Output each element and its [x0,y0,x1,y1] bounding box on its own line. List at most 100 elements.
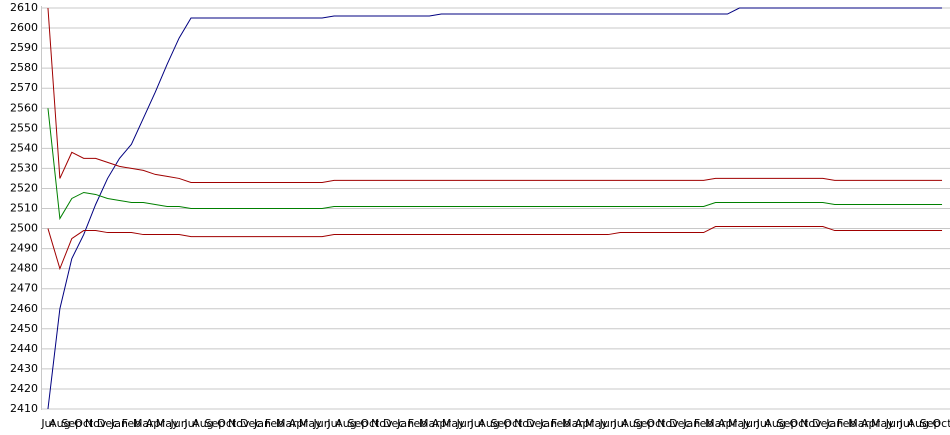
x-tick-label: Oct [74,417,94,430]
y-tick-label: 2410 [10,402,38,415]
y-tick-label: 2470 [10,282,38,295]
y-tick-label: 2540 [10,141,38,154]
x-tick-label: Oct [789,417,809,430]
x-tick-label: Oct [646,417,666,430]
x-tick-label: Jan [825,417,843,430]
x-tick-label: Aug [49,417,70,430]
x-tick-label: Nov [228,417,250,430]
x-tick-label: Feb [551,417,570,430]
x-tick-label: Aug [478,417,499,430]
y-tick-label: 2510 [10,202,38,215]
y-tick-label: 2580 [10,61,38,74]
y-tick-label: 2480 [10,262,38,275]
x-tick-label: Jun [742,417,760,430]
x-tick-label: Jan [539,417,557,430]
x-tick-label: May [299,417,322,430]
x-tick-label: Jan [110,417,128,430]
x-tick-label: Jul [899,417,913,430]
x-tick-label: Mar [419,417,440,430]
x-tick-label: Jun [313,417,331,430]
x-tick-label: Jun [599,417,617,430]
x-tick-label: Sep [777,417,798,430]
x-tick-label: Dec [812,417,833,430]
y-tick-label: 2500 [10,222,38,235]
series-line [47,7,943,410]
x-tick-label: Aug [764,417,785,430]
x-tick-label: Mar [848,417,869,430]
x-tick-label: Jul [326,417,340,430]
x-tick-label: May [585,417,608,430]
x-tick-label: Aug [335,417,356,430]
y-tick-label: 2450 [10,322,38,335]
x-tick-label: Dec [526,417,547,430]
x-tick-label: Jun [885,417,903,430]
x-tick-label: Apr [861,417,881,430]
series-line [47,226,943,271]
x-tick-label: Feb [694,417,713,430]
x-tick-label: Jun [456,417,474,430]
x-tick-label: Dec [669,417,690,430]
x-tick-label: Jan [682,417,700,430]
x-tick-label: Oct [360,417,380,430]
x-tick-label: Aug [907,417,928,430]
x-tick-label: Jul [40,417,54,430]
x-tick-label: Feb [408,417,427,430]
x-tick-label: Mar [705,417,726,430]
x-tick-label: Jul [756,417,770,430]
x-tick-label: Dec [240,417,261,430]
x-tick-label: Jun [169,417,187,430]
x-tick-label: Nov [85,417,107,430]
y-tick-label: 2570 [10,81,38,94]
x-tick-label: Apr [718,417,738,430]
x-tick-label: Feb [122,417,141,430]
x-tick-label: Sep [920,417,941,430]
x-tick-label: Sep [634,417,655,430]
x-tick-label: Sep [348,417,369,430]
x-tick-label: Nov [800,417,822,430]
x-tick-label: Oct [503,417,523,430]
x-tick-label: May [871,417,894,430]
x-tick-label: Jan [253,417,271,430]
y-tick-label: 2440 [10,342,38,355]
x-tick-label: May [442,417,465,430]
x-tick-label: Dec [383,417,404,430]
y-tick-label: 2530 [10,161,38,174]
y-tick-label: 2600 [10,21,38,34]
x-tick-label: Mar [562,417,583,430]
y-tick-label: 2550 [10,121,38,134]
y-tick-label: 2420 [10,382,38,395]
x-tick-label: Mar [133,417,154,430]
series-line [47,7,943,183]
x-tick-label: Sep [61,417,82,430]
x-tick-label: Apr [289,417,309,430]
x-tick-label: Jan [396,417,414,430]
x-tick-label: Jul [469,417,483,430]
x-tick-label: Aug [621,417,642,430]
x-tick-label: Sep [491,417,512,430]
y-tick-label: 2610 [10,1,38,14]
x-tick-label: Aug [192,417,213,430]
x-tick-label: Sep [204,417,225,430]
series-line [47,108,943,221]
y-tick-label: 2560 [10,101,38,114]
x-tick-label: Jul [613,417,627,430]
x-tick-label: Dec [97,417,118,430]
y-tick-label: 2520 [10,181,38,194]
x-tick-label: Nov [657,417,679,430]
x-tick-label: May [728,417,751,430]
x-tick-label: Mar [276,417,297,430]
x-tick-label: Nov [371,417,393,430]
x-tick-label: Feb [837,417,856,430]
y-tick-label: 2490 [10,242,38,255]
x-tick-label: Oct [933,417,950,430]
x-tick-label: Apr [146,417,166,430]
x-tick-label: Oct [217,417,237,430]
y-tick-label: 2590 [10,41,38,54]
y-tick-label: 2430 [10,362,38,375]
y-tick-label: 2460 [10,302,38,315]
x-tick-label: Apr [432,417,452,430]
x-tick-label: Apr [575,417,595,430]
x-tick-label: Feb [265,417,284,430]
x-tick-label: Jul [183,417,197,430]
